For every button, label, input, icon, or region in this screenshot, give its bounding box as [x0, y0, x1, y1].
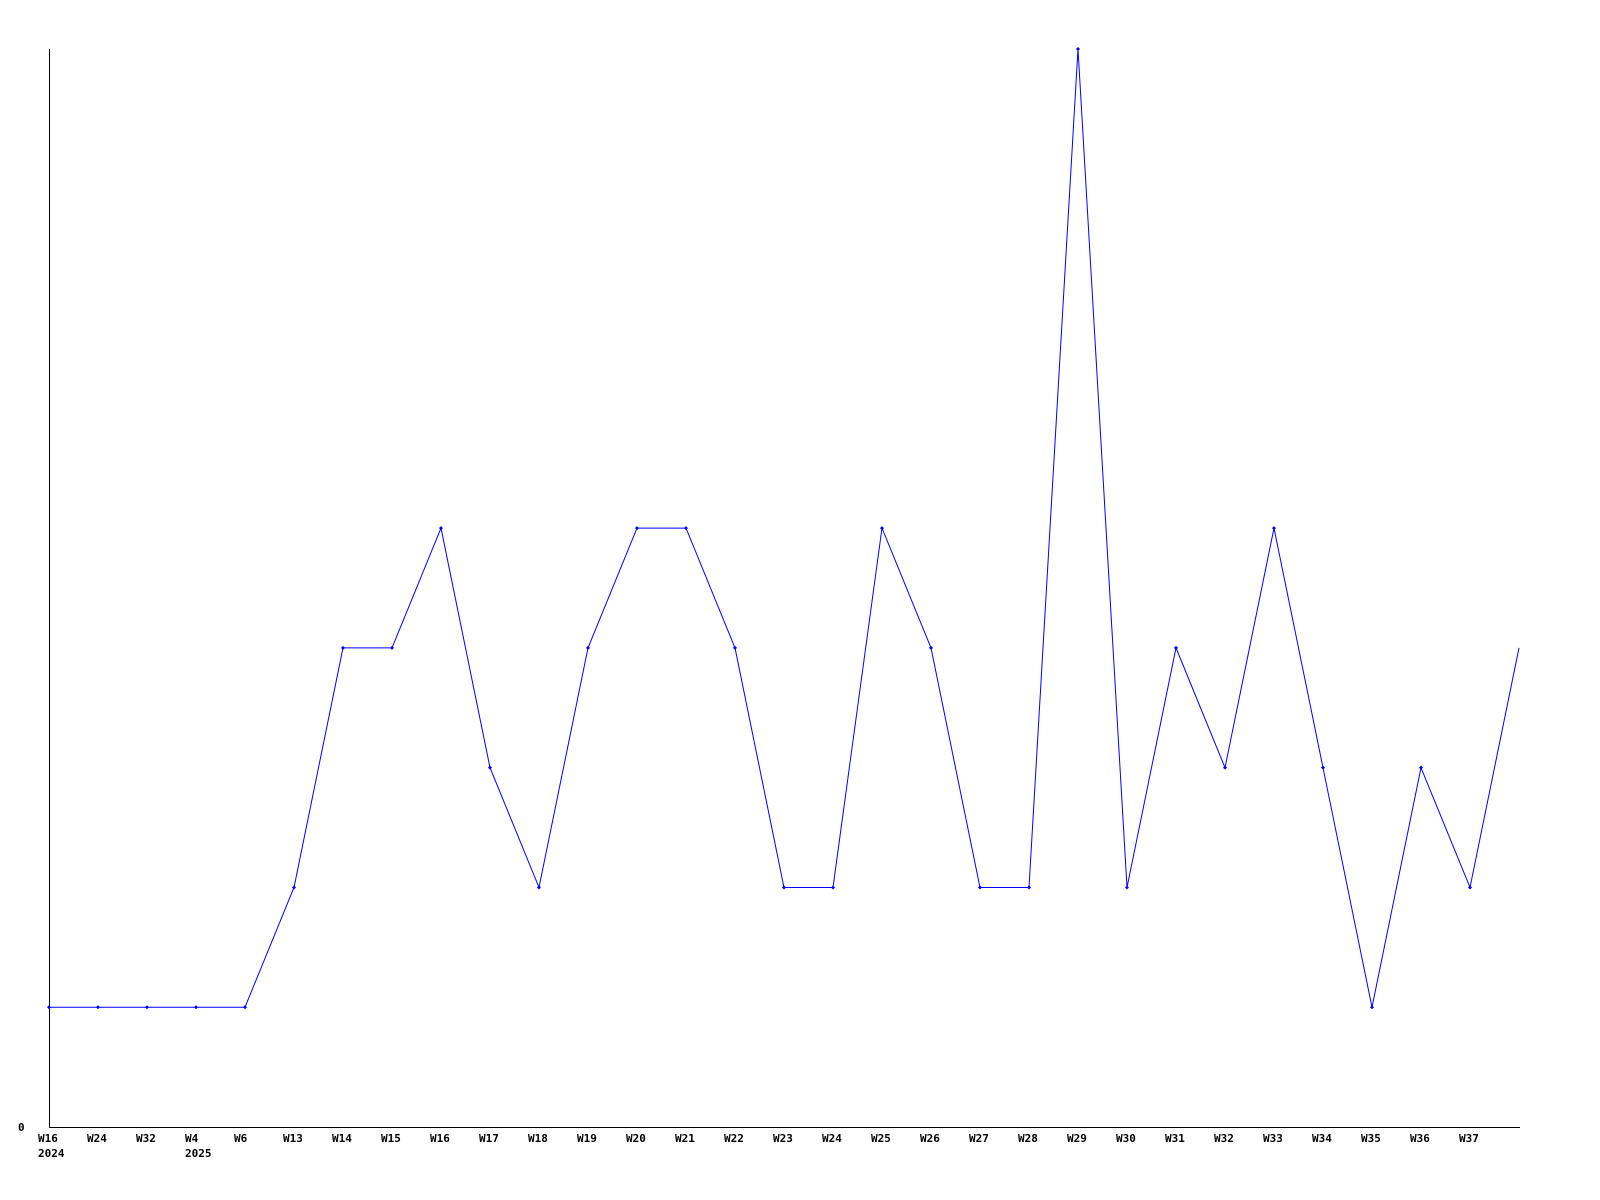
series-line [49, 48, 1520, 1008]
x-tick-sublabel: 2025 [185, 1147, 212, 1160]
data-point [880, 526, 884, 531]
x-tick-label: W20 [626, 1132, 646, 1145]
x-tick-sublabel: 2024 [38, 1147, 65, 1160]
x-tick-label: W23 [773, 1132, 793, 1145]
x-tick-label: W17 [479, 1132, 499, 1145]
x-tick-label: W35 [1361, 1132, 1381, 1145]
x-tick-label: W30 [1116, 1132, 1136, 1145]
data-point [1419, 765, 1423, 770]
data-point [1223, 765, 1227, 770]
data-point [978, 885, 982, 890]
x-tick-label: W16 [430, 1132, 450, 1145]
data-point [96, 1005, 100, 1010]
x-tick-label: W18 [528, 1132, 548, 1145]
data-point [488, 765, 492, 770]
data-point [1370, 1005, 1374, 1010]
data-point [1076, 47, 1080, 51]
data-point [390, 645, 394, 650]
x-tick-label: W37 [1459, 1132, 1479, 1145]
data-point [586, 645, 590, 650]
x-tick-label: W28 [1018, 1132, 1038, 1145]
data-point [341, 645, 345, 650]
data-point [47, 1005, 51, 1010]
x-tick-label: W33 [1263, 1132, 1283, 1145]
x-tick-label: W36 [1410, 1132, 1430, 1145]
x-tick-label: W6 [234, 1132, 248, 1145]
x-tick-label: W24 [87, 1132, 107, 1145]
data-point [782, 885, 786, 890]
x-tick-label: W34 [1312, 1132, 1332, 1145]
data-point [1125, 885, 1129, 890]
x-tick-label: W27 [969, 1132, 989, 1145]
x-tick-label: W21 [675, 1132, 695, 1145]
data-point [733, 645, 737, 650]
x-tick-label: W26 [920, 1132, 940, 1145]
x-tick-label: W4 [185, 1132, 199, 1145]
x-tick-label: W32 [136, 1132, 156, 1145]
data-point [684, 526, 688, 531]
x-tick-label: W31 [1165, 1132, 1185, 1145]
y-tick-label-0: 0 [18, 1121, 25, 1134]
x-tick-label: W22 [724, 1132, 744, 1145]
data-point [537, 885, 541, 890]
data-point [243, 1005, 247, 1010]
x-tick-label: W24 [822, 1132, 842, 1145]
x-tick-label: W15 [381, 1132, 401, 1145]
x-tick-label: W25 [871, 1132, 891, 1145]
data-point [929, 645, 933, 650]
data-point [194, 1005, 198, 1010]
x-tick-label: W29 [1067, 1132, 1087, 1145]
x-tick-label: W16 [38, 1132, 58, 1145]
x-tick-label: W14 [332, 1132, 352, 1145]
data-point [1272, 526, 1276, 531]
data-point [1174, 645, 1178, 650]
data-point [1321, 765, 1325, 770]
x-tick-label: W19 [577, 1132, 597, 1145]
data-point [635, 526, 639, 531]
data-point [1468, 885, 1472, 890]
data-point [831, 885, 835, 890]
data-point [292, 885, 296, 890]
data-point [1027, 885, 1031, 890]
data-point [439, 526, 443, 531]
data-point [145, 1005, 149, 1010]
x-tick-label: W13 [283, 1132, 303, 1145]
x-tick-label: W32 [1214, 1132, 1234, 1145]
